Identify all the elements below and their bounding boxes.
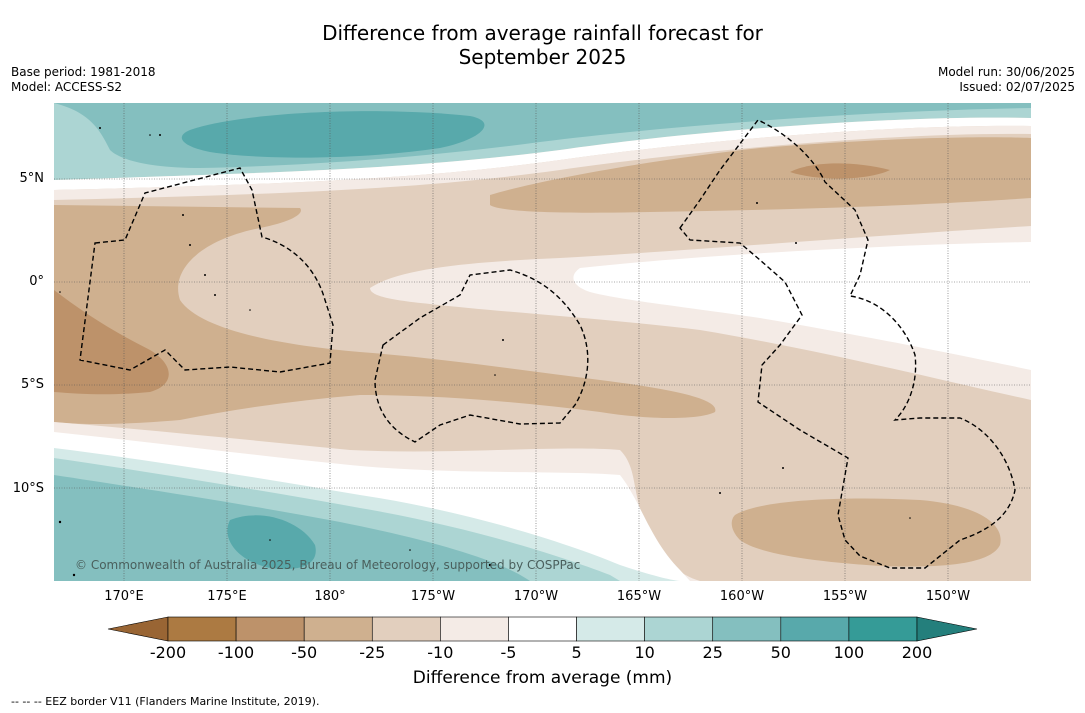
colorbar-tick-label: -200: [149, 643, 187, 662]
colorbar-swatch: [371, 616, 441, 642]
eez-borders: [79, 119, 1016, 569]
colorbar-swatch: [644, 616, 714, 642]
meta-left: Base period: 1981-2018 Model: ACCESS-S2: [11, 65, 156, 95]
lon-label-180: 180°: [314, 589, 346, 604]
eez-central: [374, 269, 589, 443]
colorbar-swatch: [576, 616, 645, 642]
lat-label-5n: 5°N: [19, 171, 45, 186]
west-dry-band: [54, 205, 716, 425]
colorbar-tick-label: -100: [217, 643, 255, 662]
north-teal-inner: [181, 111, 485, 158]
eez-west: [79, 167, 334, 373]
lat-label-10s: 10°S: [12, 481, 44, 496]
lon-label-155w: 155°W: [822, 589, 868, 604]
colorbar-tick-label: -5: [500, 643, 517, 662]
north-dry-core: [790, 163, 890, 179]
lon-label-170e: 170°E: [104, 589, 144, 604]
meta-right: Model run: 30/06/2025 Issued: 02/07/2025: [938, 65, 1075, 95]
colorbar-over-arrow: [916, 616, 978, 642]
colorbar: [107, 616, 978, 642]
colorbar-swatch: [508, 616, 577, 642]
lon-label-175e: 175°E: [207, 589, 247, 604]
colorbar-swatch: [780, 616, 850, 642]
colorbar-tick-label: 50: [770, 643, 791, 662]
lon-label-165w: 165°W: [616, 589, 662, 604]
colorbar-title: Difference from average (mm): [412, 668, 673, 688]
issued-date: Issued: 02/07/2025: [959, 80, 1075, 94]
lat-label-5s: 5°S: [20, 377, 44, 392]
colorbar-tick-label: -25: [359, 643, 386, 662]
colorbar-tick-label: 200: [901, 643, 933, 662]
colorbar-tick-label: -10: [427, 643, 454, 662]
eez-east: [679, 119, 1016, 569]
grid-lines: [54, 103, 1031, 581]
colorbar-swatch: [712, 616, 782, 642]
lon-label-160w: 160°W: [719, 589, 765, 604]
chart-title: Difference from average rainfall forecas…: [0, 21, 1085, 69]
lat-label-0: 0°: [29, 274, 44, 289]
colorbar-tick-label: -50: [291, 643, 318, 662]
base-period: Base period: 1981-2018: [11, 65, 156, 79]
footnote: -- -- -- EEZ border V11 (Flanders Marine…: [11, 695, 320, 708]
north-pale-band: [54, 125, 1031, 200]
colorbar-tick-label: 5: [571, 643, 582, 662]
north-white-band: [54, 117, 1031, 190]
colorbar-swatch: [303, 616, 373, 642]
colorbar-tick-label: 25: [702, 643, 723, 662]
colorbar-swatch: [848, 616, 918, 642]
south-teal-core: [227, 515, 316, 570]
title-line-2: September 2025: [458, 45, 627, 69]
map-fill: [54, 103, 1031, 581]
island-markers: [58, 127, 911, 577]
copyright-notice: © Commonwealth of Australia 2025, Bureau…: [75, 558, 581, 572]
south-east-dry: [731, 498, 1001, 567]
model-run: Model run: 30/06/2025: [937, 65, 1075, 79]
lon-label-170w: 170°W: [513, 589, 559, 604]
colorbar-under-arrow: [107, 616, 169, 642]
colorbar-swatch: [440, 616, 509, 642]
colorbar-swatch: [167, 616, 237, 642]
title-line-1: Difference from average rainfall forecas…: [322, 21, 763, 45]
colorbar-tick-label: 10: [634, 643, 655, 662]
colorbar-swatch: [235, 616, 305, 642]
west-dry-core: [54, 290, 169, 395]
north-dry-band: [490, 137, 1031, 213]
model-name: Model: ACCESS-S2: [11, 80, 123, 94]
equator-white-band: [573, 242, 1031, 370]
lon-label-150w: 150°W: [925, 589, 971, 604]
lon-label-175w: 175°W: [410, 589, 456, 604]
colorbar-tick-label: 100: [833, 643, 865, 662]
